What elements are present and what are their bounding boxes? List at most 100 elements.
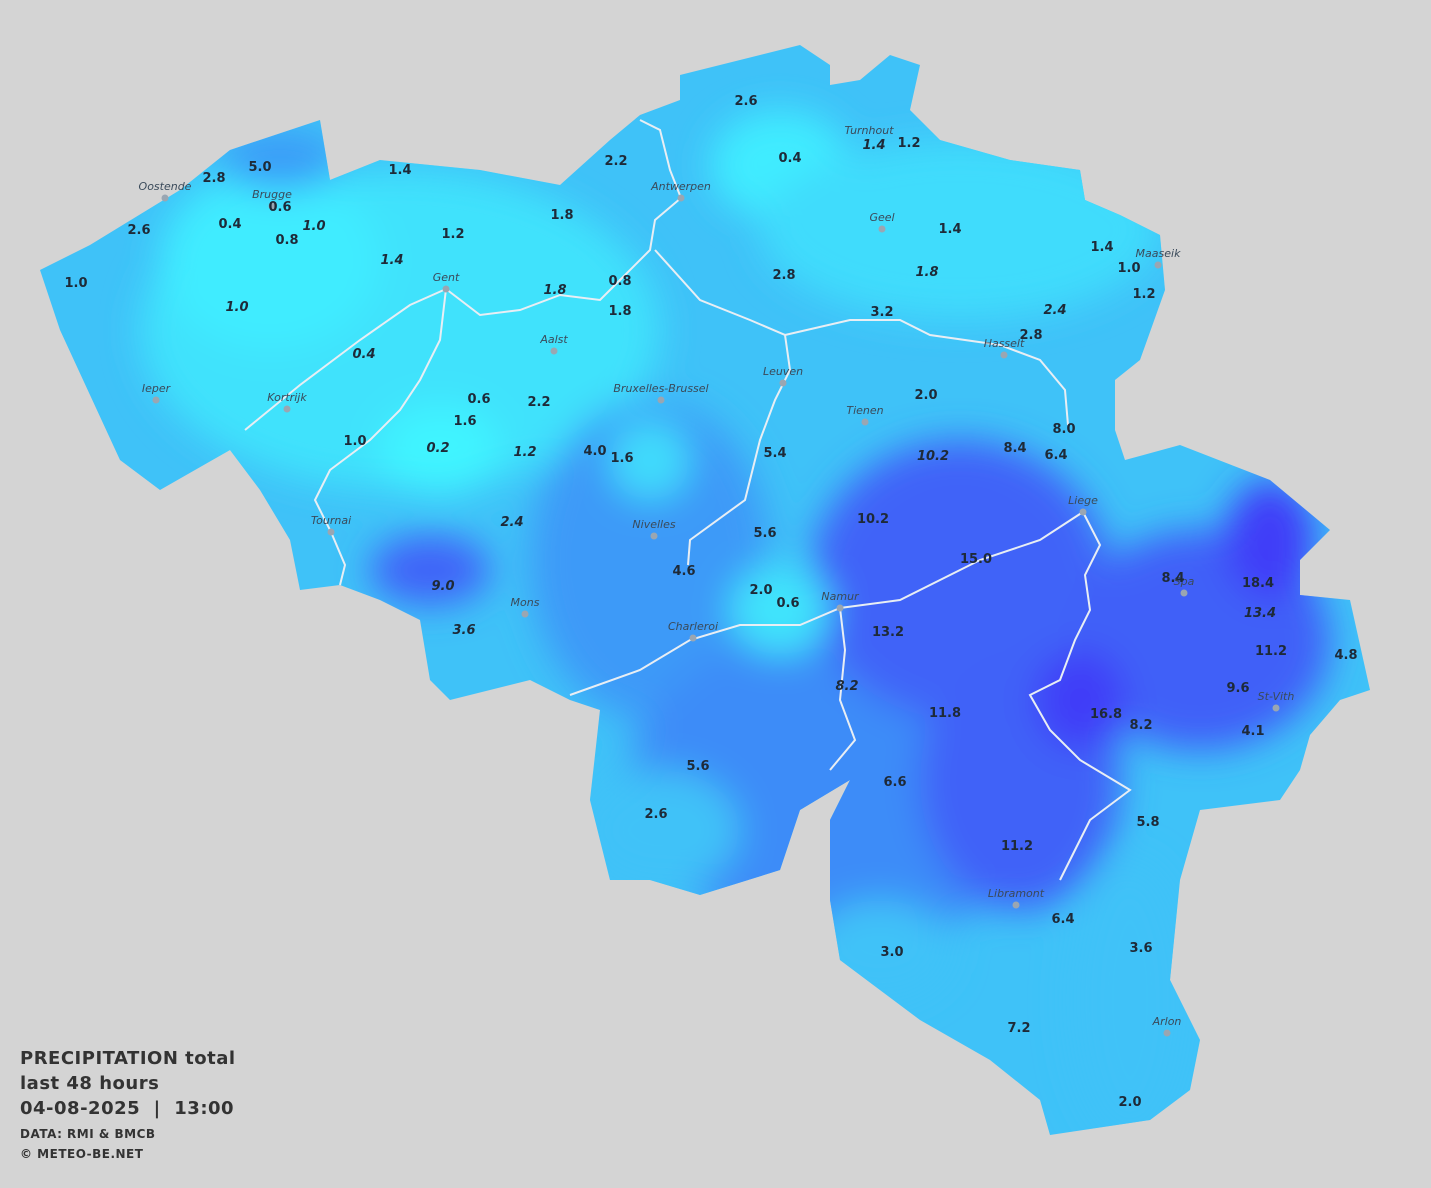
station-value: 10.2 [917, 449, 949, 464]
station-value: 6.6 [883, 775, 906, 790]
city-dot [650, 532, 658, 540]
city-dot [836, 604, 844, 612]
station-value: 4.1 [1241, 724, 1264, 739]
legend: PRECIPITATION total last 48 hours 04-08-… [20, 1048, 235, 1161]
station-value: 4.0 [583, 444, 606, 459]
station-value: 8.2 [835, 679, 858, 694]
legend-copyright: © METEO-BE.NET [20, 1147, 144, 1161]
city-label: Gent [433, 271, 460, 284]
station-value: 3.6 [452, 623, 475, 638]
station-value: 0.4 [218, 217, 241, 232]
city-dot [161, 194, 169, 202]
city-label: Tournai [311, 514, 351, 527]
station-value: 0.8 [275, 233, 298, 248]
station-value: 4.8 [1334, 648, 1357, 663]
city-label: Maaseik [1136, 247, 1182, 260]
city-label: Liege [1068, 494, 1098, 507]
station-value: 11.2 [1255, 644, 1287, 659]
city-dot [327, 528, 335, 536]
station-value: 5.6 [686, 759, 709, 774]
city-dot [1163, 1029, 1171, 1037]
station-value: 1.0 [225, 300, 248, 315]
station-value: 1.0 [64, 276, 87, 291]
station-value: 6.4 [1051, 912, 1074, 927]
station-value: 16.8 [1090, 707, 1122, 722]
station-value: 15.0 [960, 552, 992, 567]
values: 2.6 0.4 1.4 1.2 2.2 5.0 2.8 1.4 0.6 0.4 1.0 0.8 1.8 1… [64, 94, 1357, 1110]
city-dot [268, 202, 276, 210]
cities: Oostende Brugge Antwerpen Turnhout Geel Maase… [139, 124, 1295, 1037]
legend-period: last 48 hours [20, 1073, 159, 1094]
city-label: St-Vith [1258, 690, 1295, 703]
city-label: Ieper [142, 382, 172, 395]
city-label: Hasselt [984, 337, 1025, 350]
city-dot [878, 225, 886, 233]
station-value: 1.4 [862, 138, 885, 153]
station-value: 18.4 [1242, 576, 1274, 591]
city-label: Arlon [1152, 1015, 1182, 1028]
city-dot [283, 405, 291, 413]
city-label: Geel [869, 211, 894, 224]
city-label: Turnhout [844, 124, 894, 137]
station-value: 13.4 [1244, 606, 1276, 621]
station-value: 5.6 [753, 526, 776, 541]
station-value: 1.4 [380, 253, 403, 268]
station-value: 2.2 [527, 395, 550, 410]
station-value: 8.4 [1003, 441, 1026, 456]
station-value: 1.0 [1117, 261, 1140, 276]
station-value: 2.0 [914, 388, 937, 403]
station-value: 0.4 [352, 347, 375, 362]
city-dot [1180, 589, 1188, 597]
station-value: 6.4 [1044, 448, 1067, 463]
city-label: Nivelles [632, 518, 675, 531]
station-value: 2.8 [202, 171, 225, 186]
station-value: 11.2 [1001, 839, 1033, 854]
station-value: 0.8 [608, 274, 631, 289]
legend-datetime: 04-08-2025 | 13:00 [20, 1098, 234, 1119]
city-label: Aalst [539, 333, 568, 346]
station-value: 5.8 [1136, 815, 1159, 830]
station-value: 0.4 [778, 151, 801, 166]
station-value: 3.2 [870, 305, 893, 320]
station-value: 1.4 [388, 163, 411, 178]
station-value: 1.6 [610, 451, 633, 466]
station-value: 2.2 [604, 154, 627, 169]
station-value: 9.6 [1226, 681, 1249, 696]
city-dot [1000, 351, 1008, 359]
station-value: 8.2 [1129, 718, 1152, 733]
city-dot [1079, 508, 1087, 516]
city-dot [1012, 901, 1020, 909]
station-value: 2.0 [749, 583, 772, 598]
station-value: 1.2 [897, 136, 920, 151]
station-value: 7.2 [1007, 1021, 1030, 1036]
city-label: Spa [1174, 575, 1195, 588]
station-value: 5.0 [248, 160, 271, 175]
station-value: 1.6 [453, 414, 476, 429]
station-value: 2.6 [734, 94, 757, 109]
city-dot [152, 396, 160, 404]
city-label: Brugge [252, 188, 292, 201]
city-dot [442, 285, 450, 293]
city-label: Charleroi [668, 620, 718, 633]
city-label: Leuven [763, 365, 803, 378]
station-value: 2.8 [1019, 328, 1042, 343]
city-label: Libramont [988, 887, 1045, 900]
station-value: 1.2 [441, 227, 464, 242]
station-value: 5.4 [763, 446, 786, 461]
station-value: 9.0 [431, 579, 454, 594]
city-label: Bruxelles-Brussel [613, 382, 708, 395]
station-value: 2.6 [127, 223, 150, 238]
city-label: Oostende [139, 180, 192, 193]
station-value: 1.2 [513, 445, 536, 460]
station-value: 0.2 [426, 441, 449, 456]
station-value: 4.6 [672, 564, 695, 579]
station-value: 1.8 [915, 265, 938, 280]
station-value: 1.0 [343, 434, 366, 449]
station-value: 0.6 [268, 200, 291, 215]
city-dot [677, 194, 685, 202]
city-dot [1272, 704, 1280, 712]
city-dot [657, 396, 665, 404]
station-value: 1.8 [550, 208, 573, 223]
city-label: Namur [821, 590, 860, 603]
